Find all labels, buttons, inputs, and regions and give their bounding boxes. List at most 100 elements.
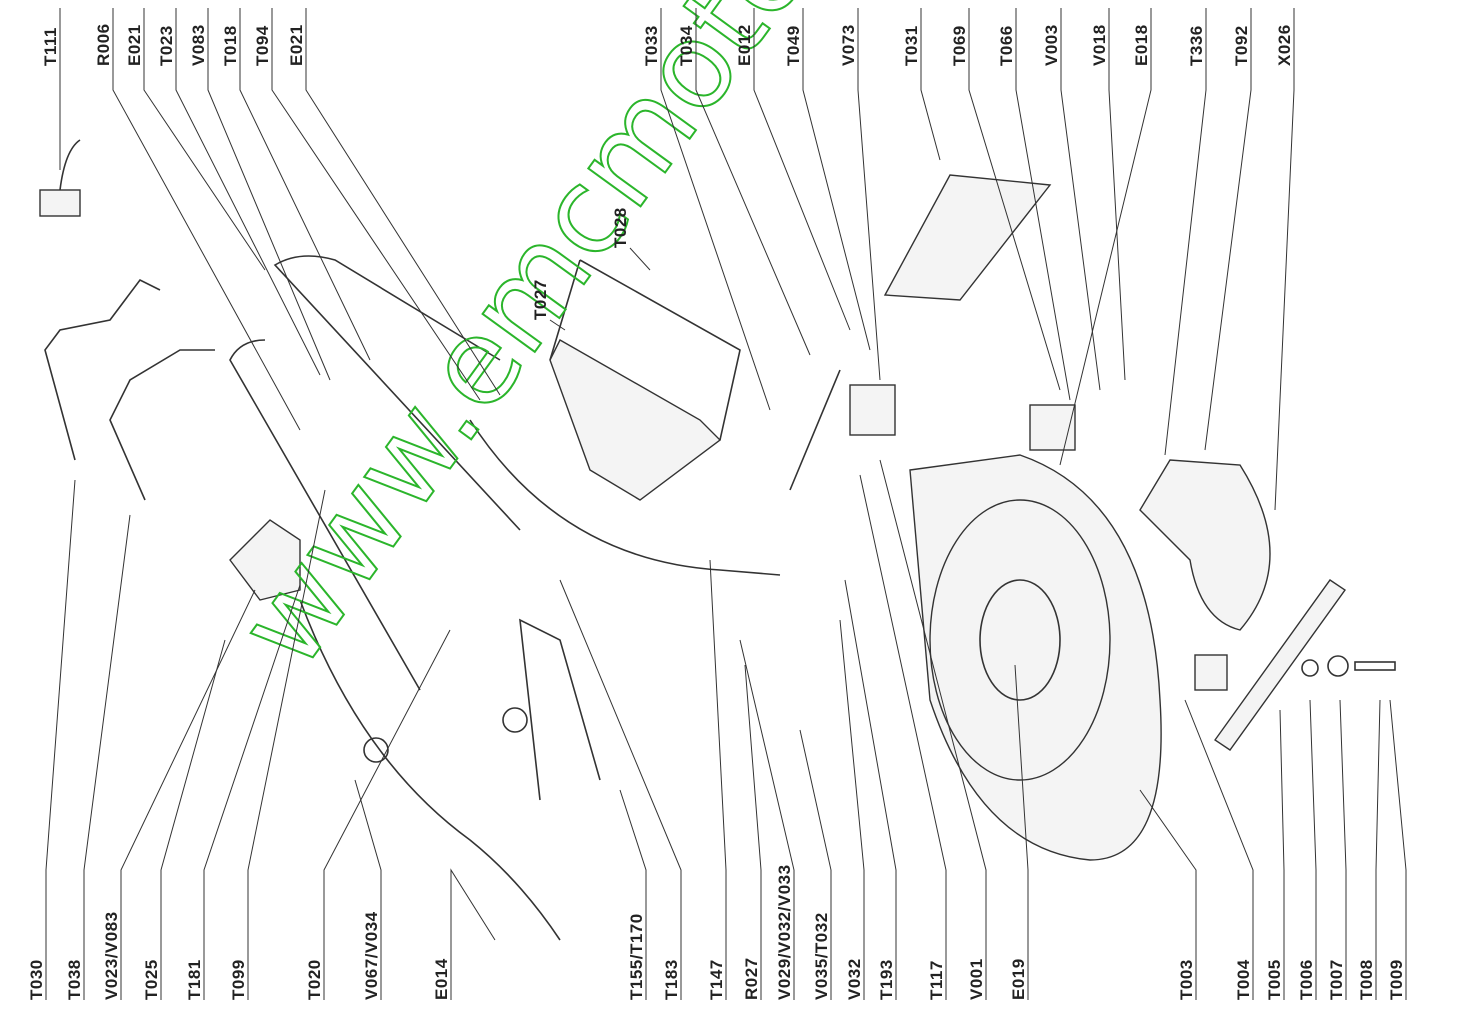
leader-line <box>323 629 451 1000</box>
part-label: T020 <box>305 959 324 1000</box>
leader-line <box>753 66 851 331</box>
blade-holder <box>1194 654 1228 691</box>
leader-line <box>1204 66 1252 451</box>
cable <box>299 599 561 941</box>
part-label: V083 <box>189 24 208 66</box>
part-label: V029/V032/V033 <box>775 864 794 1000</box>
leader-line <box>207 66 331 381</box>
clip <box>363 737 389 763</box>
height-adjuster <box>1029 404 1076 451</box>
labels: T111 R006 E021 T023 V083 T018 T094 E021 T033 T034… <box>27 8 1407 1000</box>
plug <box>39 189 81 217</box>
part-label: V035/T032 <box>812 912 831 1000</box>
leader-line <box>83 514 131 1000</box>
part-label: X026 <box>1275 24 1294 66</box>
part-label: T018 <box>221 25 240 66</box>
leader-line <box>305 66 501 396</box>
lower-handle-left <box>44 278 161 461</box>
part-label: T028 <box>611 207 630 248</box>
part-label: T023 <box>157 25 176 66</box>
plug-wire <box>59 139 81 191</box>
part-label: R006 <box>94 23 113 66</box>
leader-line <box>857 66 881 381</box>
motor-hub <box>979 579 1061 701</box>
part-label: V001 <box>967 958 986 1000</box>
part-label: E014 <box>432 958 451 1000</box>
part-label: T181 <box>185 959 204 1000</box>
part-label: T147 <box>707 959 726 1000</box>
part-label: T183 <box>662 959 681 1000</box>
grass-bag <box>549 259 741 441</box>
part-label: E021 <box>125 24 144 66</box>
rear-flap <box>883 174 1052 301</box>
leader-line <box>859 474 947 1000</box>
leader-line <box>744 664 762 1000</box>
leader-line <box>629 247 651 271</box>
blade <box>1214 579 1346 751</box>
part-label: V032 <box>845 958 864 1000</box>
leader-line <box>695 66 811 356</box>
leader-line <box>247 489 326 1000</box>
part-label: T006 <box>1297 959 1316 1000</box>
wheel-cap <box>502 707 528 733</box>
leader-line <box>1309 699 1317 1000</box>
leader-line <box>844 579 897 1000</box>
leader-line <box>354 779 382 1000</box>
part-label: T155/T170 <box>627 913 646 1000</box>
part-label: T031 <box>902 25 921 66</box>
part-label: V073 <box>839 24 858 66</box>
axle <box>789 369 841 491</box>
leader-line <box>920 66 941 161</box>
leader-line <box>799 729 832 1000</box>
leader-line <box>1375 699 1381 1000</box>
leader-line <box>1164 66 1207 456</box>
part-label: T111 <box>41 27 60 66</box>
part-label: E012 <box>735 24 754 66</box>
leader-line <box>112 66 301 431</box>
part-label: T003 <box>1177 959 1196 1000</box>
part-label: V018 <box>1090 24 1109 66</box>
part-label: V067/V034 <box>362 911 381 1000</box>
bowden-cable <box>469 419 781 576</box>
part-label: E019 <box>1009 958 1028 1000</box>
part-label: E021 <box>287 24 306 66</box>
part-label: T092 <box>1232 25 1251 66</box>
part-label: T025 <box>142 959 161 1000</box>
leader-line <box>839 619 865 1000</box>
part-label: T099 <box>229 959 248 1000</box>
bolt <box>1354 661 1396 671</box>
motor-housing <box>929 499 1111 781</box>
leader-line <box>1279 709 1285 1000</box>
leader-line <box>160 639 226 1000</box>
leader-line <box>1184 699 1254 1000</box>
part-label: T336 <box>1187 25 1206 66</box>
part-label: T007 <box>1327 959 1346 1000</box>
part-label: T034 <box>677 25 696 66</box>
part-label: T117 <box>927 960 946 1000</box>
leader-line <box>619 789 647 1000</box>
leader-line <box>1139 789 1197 1000</box>
leader-line <box>1015 66 1071 401</box>
leader-line <box>559 579 682 1000</box>
leader-line <box>1339 699 1347 1000</box>
leader-line <box>1274 66 1295 511</box>
leader-line <box>45 479 76 1000</box>
leader-line <box>1389 699 1407 1000</box>
leader-line <box>1014 664 1029 1000</box>
washer <box>1301 659 1319 677</box>
part-label: T066 <box>997 25 1016 66</box>
part-label: R027 <box>742 957 761 1000</box>
leader-line <box>802 66 871 351</box>
leader-line <box>709 559 727 1000</box>
leader-line <box>1060 66 1101 391</box>
leader-line <box>968 66 1061 391</box>
part-label: T069 <box>950 25 969 66</box>
part-label: V023/V083 <box>102 911 121 1000</box>
leader-line <box>175 66 321 376</box>
leader-line <box>660 66 771 411</box>
part-label: E018 <box>1132 24 1151 66</box>
part-label: T049 <box>784 25 803 66</box>
part-label: T027 <box>531 279 550 320</box>
leader-line <box>143 66 266 271</box>
